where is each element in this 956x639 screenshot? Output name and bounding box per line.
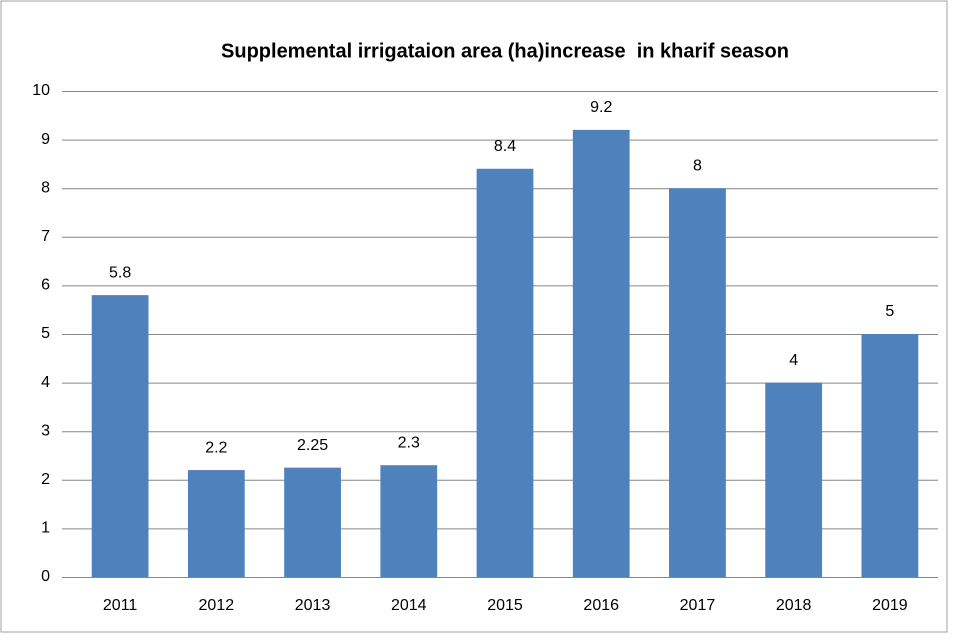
y-tick-label: 2 (41, 471, 50, 488)
bar (91, 295, 149, 577)
x-tick-label: 2017 (680, 597, 716, 614)
y-tick-label: 7 (41, 228, 50, 245)
bar (284, 467, 341, 577)
data-label: 2.2 (205, 439, 227, 456)
x-tick-label: 2016 (583, 597, 619, 614)
x-tick-label: 2014 (391, 597, 427, 614)
data-label: 9.2 (590, 99, 612, 116)
data-label: 2.25 (297, 437, 328, 454)
bar (669, 188, 726, 577)
data-label: 5.8 (109, 264, 131, 281)
bar (765, 382, 823, 577)
data-label: 8 (693, 157, 702, 174)
bar (861, 334, 919, 577)
data-label: 5 (885, 303, 894, 320)
y-tick-label: 10 (32, 82, 50, 99)
x-tick-label: 2019 (872, 597, 908, 614)
x-tick-label: 2018 (776, 597, 812, 614)
x-tick-label: 2012 (199, 597, 235, 614)
bar (572, 129, 630, 577)
y-tick-label: 8 (41, 179, 50, 196)
bar (476, 168, 534, 577)
y-tick-label: 0 (41, 568, 50, 585)
y-tick-label: 1 (41, 520, 50, 537)
x-tick-label: 2015 (487, 597, 523, 614)
x-tick-label: 2013 (295, 597, 331, 614)
y-tick-label: 9 (41, 131, 50, 148)
bar (187, 470, 245, 577)
data-label: 4 (789, 352, 798, 369)
chart-title: Supplemental irrigataion area (ha)increa… (221, 40, 789, 62)
data-label: 2.3 (398, 434, 420, 451)
y-tick-label: 4 (41, 374, 50, 391)
bar (380, 465, 438, 577)
x-tick-label: 2011 (103, 597, 138, 614)
y-tick-label: 3 (41, 422, 50, 439)
data-label: 8.4 (494, 138, 516, 155)
y-tick-label: 5 (41, 325, 50, 342)
y-tick-label: 6 (41, 277, 50, 294)
